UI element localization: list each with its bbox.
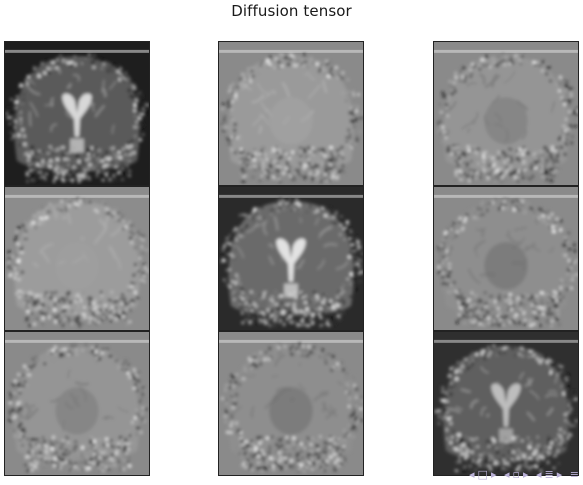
brain-slice-image xyxy=(5,187,149,330)
right-arrow-icon[interactable]: ▸ xyxy=(522,468,530,481)
brain-slice-image xyxy=(434,332,578,475)
right-arrow-icon[interactable]: ▸ xyxy=(556,468,564,481)
brain-slice-panel xyxy=(4,186,150,331)
left-arrow-icon[interactable]: ◂ xyxy=(536,468,543,481)
brain-slice-panel xyxy=(4,331,150,476)
beamer-navigation[interactable]: ◂ □ ▸ ◂ ▫ ▸ ◂ ≣ ▸ ≡ xyxy=(468,468,581,481)
left-arrow-icon[interactable]: ◂ xyxy=(503,468,511,481)
align-icon[interactable]: ≡ xyxy=(569,468,580,481)
brain-slice-image xyxy=(5,332,149,475)
brain-slice-panel xyxy=(218,331,364,476)
left-arrow-icon[interactable]: ◂ xyxy=(469,468,476,481)
panel-grid xyxy=(0,41,583,476)
section-icon[interactable]: ≣ xyxy=(544,468,555,481)
brain-slice-image xyxy=(219,187,363,330)
brain-slice-panel xyxy=(433,41,579,186)
brain-slice-panel xyxy=(218,41,364,186)
brain-slice-image xyxy=(434,187,578,330)
brain-slice-panel xyxy=(433,331,579,476)
figure-title: Diffusion tensor xyxy=(231,2,352,20)
brain-slice-panel xyxy=(218,186,364,331)
brain-slice-image xyxy=(219,332,363,475)
subsection-icon[interactable]: ▫ xyxy=(512,468,521,481)
brain-slice-panel xyxy=(4,41,150,186)
frame-icon[interactable]: □ xyxy=(477,468,489,481)
brain-slice-panel xyxy=(433,186,579,331)
right-arrow-icon[interactable]: ▸ xyxy=(490,468,498,481)
brain-slice-image xyxy=(219,42,363,185)
brain-slice-image xyxy=(5,42,149,185)
brain-slice-image xyxy=(434,42,578,185)
